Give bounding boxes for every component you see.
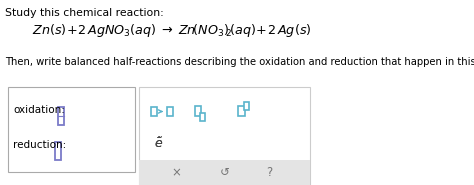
Bar (8, 87, 135, 172)
Text: ↺: ↺ (219, 166, 229, 179)
Bar (167, 107, 173, 116)
Bar (58, 107, 64, 125)
Bar (139, 87, 310, 185)
Text: $\bar{e}$: $\bar{e}$ (154, 137, 163, 151)
Bar (151, 107, 157, 116)
Bar (244, 102, 249, 110)
Text: oxidation:: oxidation: (13, 105, 65, 115)
Text: $\mathit{\~{e}}$: $\mathit{\~{e}}$ (154, 137, 163, 151)
Text: reduction:: reduction: (13, 140, 67, 150)
Text: Study this chemical reaction:: Study this chemical reaction: (5, 8, 164, 18)
Text: $\mathit{Zn(s)}\!+\!2\,\mathit{AgNO}_{3}\mathit{(aq)}\;\rightarrow\;\mathit{Zn}\: $\mathit{Zn(s)}\!+\!2\,\mathit{AgNO}_{3}… (32, 22, 311, 39)
Bar (139, 160, 310, 185)
Text: Then, write balanced half-reactions describing the oxidation and reduction that : Then, write balanced half-reactions desc… (5, 57, 474, 67)
Bar (238, 106, 245, 116)
Text: ?: ? (266, 166, 272, 179)
Bar (55, 142, 61, 160)
Bar (195, 106, 201, 116)
Bar (200, 113, 206, 121)
Text: ×: × (172, 166, 182, 179)
